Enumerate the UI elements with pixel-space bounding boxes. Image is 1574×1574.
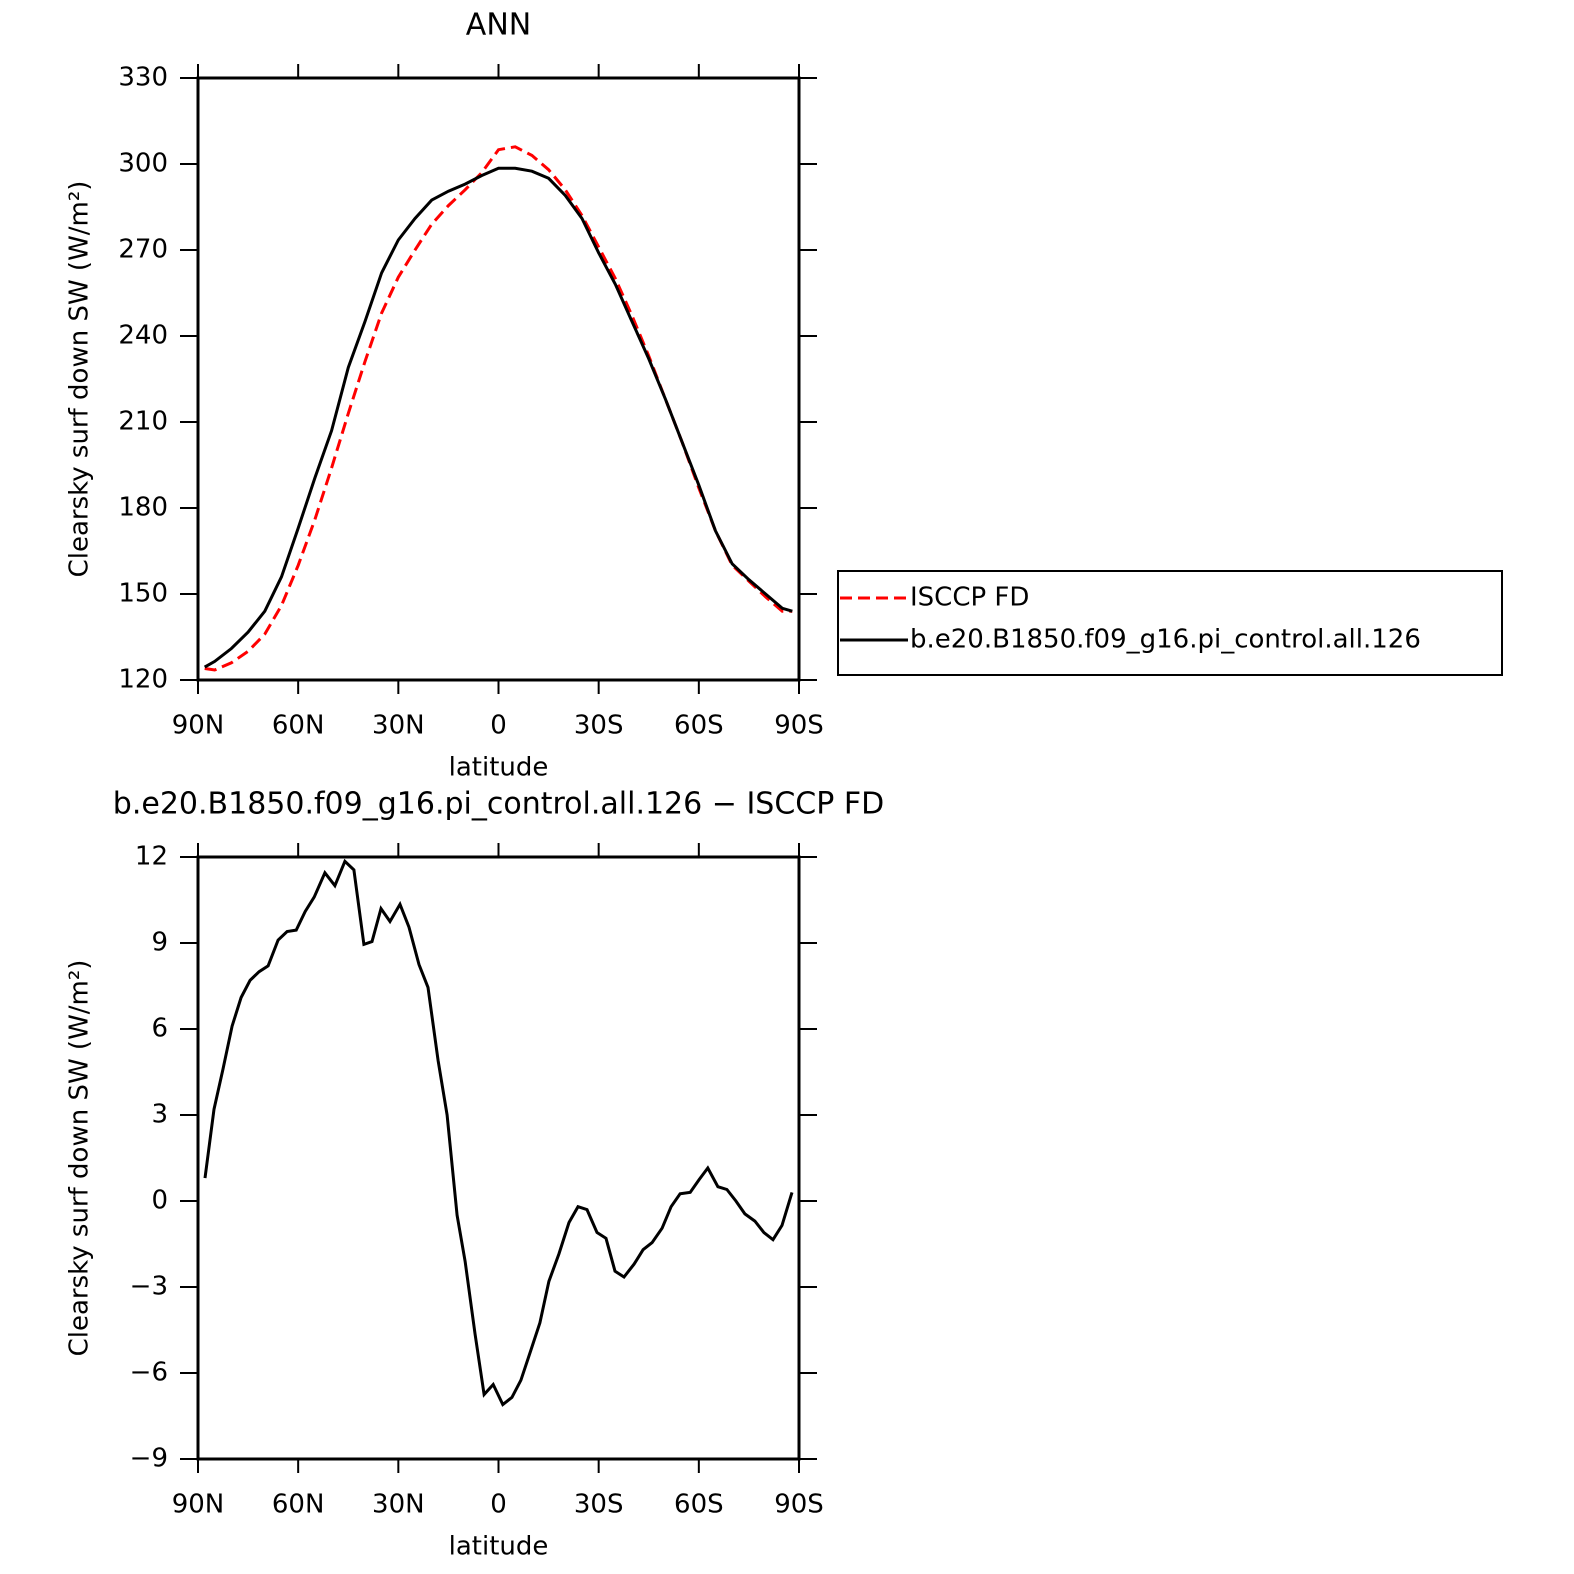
plot-frame bbox=[196, 76, 801, 682]
legend-box bbox=[837, 570, 1503, 676]
y-tick-label: −3 bbox=[130, 1272, 168, 1302]
x-tick-label: 30N bbox=[372, 711, 425, 741]
x-axis-label: latitude bbox=[449, 753, 549, 783]
y-tick-label: 270 bbox=[118, 235, 168, 265]
y-tick-label: 6 bbox=[151, 1014, 168, 1044]
y-tick-label: 180 bbox=[118, 493, 168, 523]
data-line bbox=[204, 145, 793, 672]
chart-title: b.e20.B1850.f09_g16.pi_control.all.126 −… bbox=[113, 787, 884, 822]
y-tick-label: 12 bbox=[135, 842, 168, 872]
x-axis-label: latitude bbox=[449, 1532, 549, 1562]
y-tick-label: 150 bbox=[118, 579, 168, 609]
legend: ISCCP FD b.e20.B1850.f09_g16.pi_control.a… bbox=[837, 570, 1503, 676]
y-tick-label: 240 bbox=[118, 321, 168, 351]
x-tick-label: 90S bbox=[774, 711, 824, 741]
legend-label: ISCCP FD bbox=[910, 583, 1029, 613]
x-tick-label: 30S bbox=[574, 711, 624, 741]
data-line bbox=[203, 858, 794, 1407]
x-tick-label: 30N bbox=[372, 1490, 425, 1520]
x-tick-label: 0 bbox=[490, 1490, 507, 1520]
x-tick-label: 90N bbox=[172, 1490, 225, 1520]
x-tick-label: 60N bbox=[272, 1490, 325, 1520]
x-tick-label: 30S bbox=[574, 1490, 624, 1520]
y-axis-label: Clearsky surf down SW (W/m²) bbox=[65, 181, 95, 578]
y-tick-label: −9 bbox=[130, 1444, 168, 1474]
x-tick-label: 90S bbox=[774, 1490, 824, 1520]
y-tick-label: 210 bbox=[118, 407, 168, 437]
x-tick-label: 60S bbox=[674, 711, 724, 741]
y-tick-label: 9 bbox=[151, 928, 168, 958]
y-tick-label: 0 bbox=[151, 1186, 168, 1216]
x-tick-label: 60N bbox=[272, 711, 325, 741]
y-tick-label: 3 bbox=[151, 1100, 168, 1130]
y-tick-label: 120 bbox=[118, 665, 168, 695]
data-line bbox=[203, 166, 793, 669]
y-tick-label: 300 bbox=[118, 149, 168, 179]
plot-frame bbox=[196, 855, 801, 1461]
legend-label: b.e20.B1850.f09_g16.pi_control.all.126 bbox=[910, 625, 1421, 655]
chart-title: ANN bbox=[466, 8, 531, 43]
y-tick-label: −6 bbox=[130, 1358, 168, 1388]
y-axis-label: Clearsky surf down SW (W/m²) bbox=[65, 960, 95, 1357]
x-tick-label: 60S bbox=[674, 1490, 724, 1520]
y-tick-label: 330 bbox=[118, 63, 168, 93]
x-tick-label: 0 bbox=[490, 711, 507, 741]
x-tick-label: 90N bbox=[172, 711, 225, 741]
